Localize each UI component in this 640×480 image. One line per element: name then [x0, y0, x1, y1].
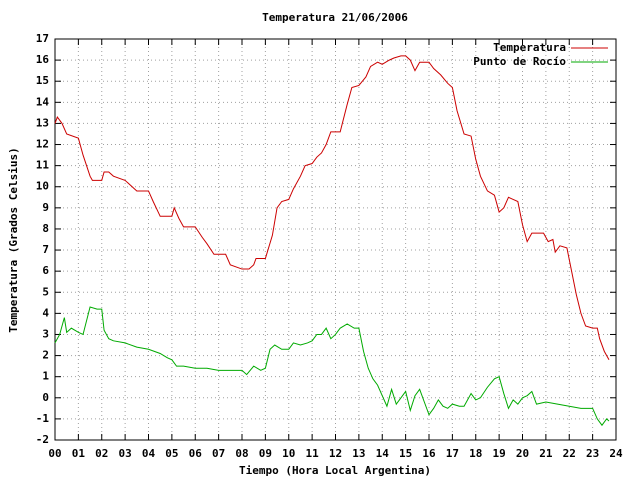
series-line	[54, 306, 610, 427]
y-tick-label: 5	[42, 285, 49, 298]
x-tick-label: 13	[352, 447, 365, 460]
x-tick-label: 09	[259, 447, 272, 460]
y-tick-label: 3	[42, 327, 49, 340]
y-tick-label: 9	[42, 201, 49, 214]
y-tick-label: 1	[42, 370, 49, 383]
x-axis-label: Tiempo (Hora Local Argentina)	[239, 464, 431, 477]
x-tick-label: 19	[493, 447, 506, 460]
y-tick-label: 15	[36, 74, 49, 87]
x-tick-label: 22	[563, 447, 576, 460]
x-tick-label: 17	[446, 447, 459, 460]
x-tick-label: 18	[469, 447, 482, 460]
y-tick-label: 14	[36, 95, 50, 108]
plot-border	[54, 38, 617, 441]
x-tick-label: 06	[189, 447, 203, 460]
x-tick-label: 07	[212, 447, 225, 460]
legend-label: Punto de Rocío	[473, 55, 566, 68]
y-tick-label: 6	[42, 264, 49, 277]
y-tick-label: 11	[36, 159, 50, 172]
x-tick-label: 10	[282, 447, 295, 460]
y-tick-label: 10	[36, 180, 49, 193]
x-tick-label: 12	[329, 447, 342, 460]
y-tick-label: -2	[36, 433, 49, 446]
series-line	[54, 55, 610, 361]
legend-label: Temperatura	[493, 41, 566, 54]
x-tick-label: 04	[142, 447, 156, 460]
x-tick-label: 14	[376, 447, 390, 460]
x-tick-label: 11	[306, 447, 320, 460]
x-tick-label: 01	[72, 447, 86, 460]
x-tick-label: 24	[609, 447, 623, 460]
y-tick-label: 12	[36, 138, 49, 151]
chart-title: Temperatura 21/06/2006	[262, 11, 408, 24]
x-tick-label: 23	[586, 447, 599, 460]
x-tick-label: 08	[235, 447, 248, 460]
y-tick-label: 8	[42, 222, 49, 235]
y-tick-label: 0	[42, 391, 49, 404]
x-tick-label: 02	[95, 447, 108, 460]
x-tick-label: 20	[516, 447, 529, 460]
y-tick-label: 7	[42, 243, 49, 256]
y-tick-label: 13	[36, 116, 49, 129]
y-axis-label: Temperatura (Grados Celsius)	[7, 147, 20, 332]
x-tick-label: 00	[48, 447, 61, 460]
x-tick-label: 15	[399, 447, 412, 460]
x-tick-label: 05	[165, 447, 178, 460]
y-tick-label: -1	[36, 412, 50, 425]
y-tick-label: 4	[42, 306, 49, 319]
x-tick-label: 16	[422, 447, 436, 460]
x-tick-label: 03	[119, 447, 132, 460]
y-tick-label: 17	[36, 32, 49, 45]
x-tick-label: 21	[539, 447, 553, 460]
y-tick-label: 2	[42, 349, 49, 362]
y-tick-label: 16	[36, 53, 50, 66]
